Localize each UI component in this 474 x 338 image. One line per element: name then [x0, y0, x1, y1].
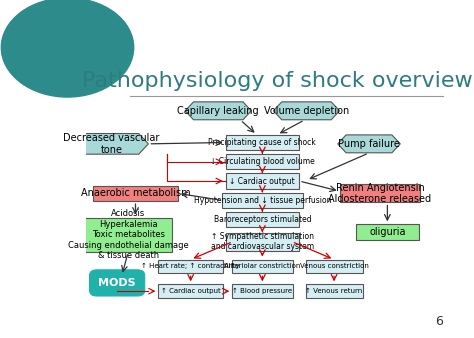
Text: ↑ Heart rate; ↑ contractility: ↑ Heart rate; ↑ contractility — [141, 263, 240, 269]
Text: Volume depletion: Volume depletion — [264, 106, 349, 116]
Text: Venous constriction: Venous constriction — [300, 263, 368, 269]
Text: Hypotension and ↓ tissue perfusion: Hypotension and ↓ tissue perfusion — [193, 196, 331, 205]
FancyBboxPatch shape — [222, 193, 303, 208]
Text: MODS: MODS — [98, 278, 136, 288]
Text: Pump failure: Pump failure — [338, 139, 400, 149]
Text: Arteriolar constriction: Arteriolar constriction — [224, 263, 301, 269]
FancyBboxPatch shape — [158, 260, 223, 273]
FancyBboxPatch shape — [306, 284, 363, 298]
FancyBboxPatch shape — [93, 186, 178, 201]
Text: ↓ Circulating blood volume: ↓ Circulating blood volume — [210, 157, 315, 166]
FancyBboxPatch shape — [356, 224, 419, 240]
Text: ↑ Sympathetic stimulation
and cardiovascular system: ↑ Sympathetic stimulation and cardiovasc… — [211, 232, 314, 251]
Circle shape — [1, 0, 134, 97]
FancyBboxPatch shape — [84, 218, 172, 252]
Text: ↓ Cardiac output: ↓ Cardiac output — [229, 176, 295, 186]
FancyBboxPatch shape — [158, 284, 223, 298]
Text: ↑ Blood pressure: ↑ Blood pressure — [232, 288, 292, 294]
FancyBboxPatch shape — [306, 260, 363, 273]
Text: Pathophysiology of shock overview: Pathophysiology of shock overview — [82, 71, 473, 91]
Text: Precipitating cause of shock: Precipitating cause of shock — [209, 138, 316, 147]
Polygon shape — [338, 135, 400, 153]
Text: ↑ Venous return: ↑ Venous return — [305, 288, 363, 294]
Text: Acidosis
Hyperkalemia
Toxic metabolites
Causing endothelial damage
& tissue deat: Acidosis Hyperkalemia Toxic metabolites … — [68, 210, 189, 260]
Polygon shape — [75, 134, 148, 154]
FancyBboxPatch shape — [226, 212, 299, 227]
Text: Anaerobic metabolism: Anaerobic metabolism — [81, 188, 191, 198]
Text: Capillary leaking: Capillary leaking — [177, 106, 259, 116]
FancyBboxPatch shape — [226, 173, 299, 189]
Text: 6: 6 — [435, 315, 443, 328]
FancyBboxPatch shape — [339, 185, 420, 202]
Text: Renin Angiotensin
Aldosterone released: Renin Angiotensin Aldosterone released — [328, 183, 432, 204]
Polygon shape — [273, 102, 339, 120]
Text: oliguria: oliguria — [369, 227, 406, 237]
FancyBboxPatch shape — [90, 270, 145, 296]
FancyBboxPatch shape — [226, 154, 299, 169]
Text: Decreased vascular
tone: Decreased vascular tone — [64, 133, 160, 155]
Text: ↑ Cardiac output: ↑ Cardiac output — [161, 288, 220, 294]
FancyBboxPatch shape — [232, 260, 293, 273]
FancyBboxPatch shape — [226, 135, 299, 150]
Text: Baroreceptors stimulated: Baroreceptors stimulated — [214, 215, 311, 224]
FancyBboxPatch shape — [226, 233, 299, 250]
Polygon shape — [185, 102, 251, 120]
FancyBboxPatch shape — [232, 284, 293, 298]
